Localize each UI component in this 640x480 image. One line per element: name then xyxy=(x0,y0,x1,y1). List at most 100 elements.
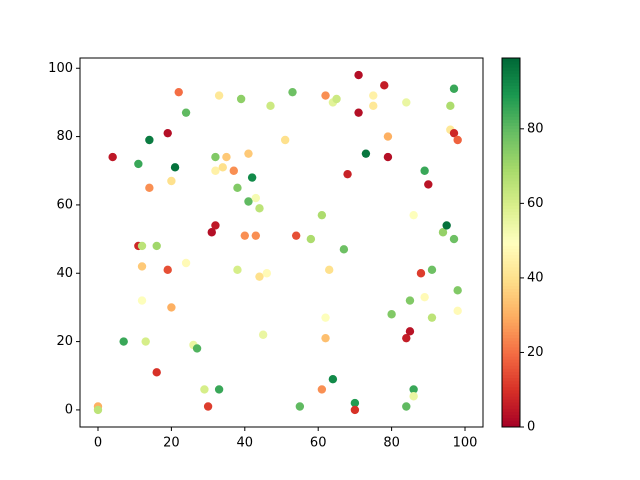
point xyxy=(427,313,437,322)
point xyxy=(181,258,191,268)
point xyxy=(262,269,272,278)
point xyxy=(306,234,316,244)
colorbar-tick-label: 60 xyxy=(527,196,544,211)
point xyxy=(163,128,172,138)
colorbar-segment xyxy=(502,395,520,400)
colorbar-segment xyxy=(502,128,520,133)
colorbar-segment xyxy=(502,116,520,120)
colorbar-tick-label: 80 xyxy=(527,121,544,136)
colorbar-segment xyxy=(502,242,520,246)
point xyxy=(236,94,246,104)
point xyxy=(321,91,330,100)
colorbar-segment xyxy=(502,276,520,280)
point xyxy=(442,221,451,230)
colorbar-segment xyxy=(502,202,520,206)
point xyxy=(383,132,393,141)
point xyxy=(247,173,257,182)
colorbar-segment xyxy=(502,88,520,93)
colorbar-segment xyxy=(502,325,520,329)
x-tick-label: 80 xyxy=(383,436,400,451)
point xyxy=(163,265,172,275)
colorbar-segment xyxy=(502,383,520,388)
colorbar-segment xyxy=(502,168,520,173)
colorbar-segment xyxy=(502,226,520,231)
point xyxy=(222,152,231,162)
colorbar-segment xyxy=(502,316,520,320)
colorbar-segment xyxy=(502,254,520,259)
colorbar-segment xyxy=(502,362,520,366)
colorbar-segment xyxy=(502,377,520,382)
point xyxy=(354,108,363,117)
point xyxy=(449,234,459,244)
colorbar-segment xyxy=(502,245,520,249)
point xyxy=(453,306,462,316)
colorbar-segment xyxy=(502,288,520,292)
colorbar-segment xyxy=(502,260,520,265)
point xyxy=(218,163,227,172)
point xyxy=(137,262,147,271)
colorbar-segment xyxy=(502,109,520,114)
point xyxy=(255,272,264,281)
colorbar-segment xyxy=(502,149,520,154)
colorbar-segment xyxy=(502,146,520,151)
colorbar-segment xyxy=(502,73,520,77)
point xyxy=(244,197,253,206)
colorbar-segment xyxy=(502,389,520,394)
point xyxy=(402,402,411,411)
point xyxy=(387,310,396,319)
colorbar-segment xyxy=(502,131,520,136)
point xyxy=(211,152,220,162)
colorbar-segment xyxy=(502,60,520,65)
colorbar-segment xyxy=(502,100,520,105)
point xyxy=(409,385,418,394)
colorbar-segment xyxy=(502,94,520,99)
colorbar-segment xyxy=(502,134,520,139)
colorbar-segment xyxy=(502,156,520,160)
colorbar-segment xyxy=(502,193,520,197)
colorbar-segment xyxy=(502,251,520,256)
colorbar-segment xyxy=(502,392,520,397)
point xyxy=(244,149,253,158)
colorbar-segment xyxy=(502,331,520,336)
x-tick-label: 60 xyxy=(310,436,327,451)
point xyxy=(266,101,275,111)
point xyxy=(321,333,330,343)
colorbar-segment xyxy=(502,352,520,357)
colorbar-segment xyxy=(502,66,520,71)
y-tick-label: 40 xyxy=(56,266,73,281)
point xyxy=(317,210,327,220)
colorbar-segment xyxy=(502,180,520,185)
colorbar-segment xyxy=(502,285,520,289)
point xyxy=(137,296,147,305)
colorbar-segment xyxy=(502,402,520,406)
point xyxy=(108,152,117,162)
colorbar-segment xyxy=(502,365,520,369)
point xyxy=(369,101,378,111)
point xyxy=(343,169,352,179)
colorbar-segment xyxy=(502,340,520,345)
colorbar-segment xyxy=(502,113,520,117)
point xyxy=(181,108,191,117)
colorbar-segment xyxy=(502,355,520,360)
colorbar-segment xyxy=(502,248,520,253)
colorbar-segment xyxy=(502,374,520,379)
point xyxy=(405,296,415,305)
colorbar-segment xyxy=(502,196,520,200)
colorbar-segment xyxy=(502,239,520,243)
colorbar-segment xyxy=(502,177,520,182)
point xyxy=(233,265,242,275)
colorbar-segment xyxy=(502,103,520,108)
colorbar-segment xyxy=(502,63,520,68)
point xyxy=(251,231,261,240)
colorbar-segment xyxy=(502,266,520,271)
colorbar-segment xyxy=(502,312,520,317)
point xyxy=(192,344,202,353)
point xyxy=(211,221,220,230)
colorbar-segment xyxy=(502,223,520,228)
point xyxy=(339,245,349,254)
colorbar-segment xyxy=(502,186,520,191)
colorbar-segment xyxy=(502,319,520,323)
y-tick-label: 60 xyxy=(56,197,73,212)
colorbar-segment xyxy=(502,420,520,425)
y-tick-label: 100 xyxy=(48,61,73,76)
